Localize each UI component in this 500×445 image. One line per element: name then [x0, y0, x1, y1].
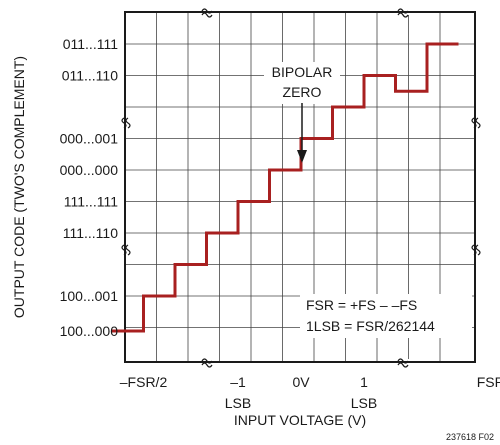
y-tick-label: 011...110	[62, 68, 119, 84]
y-tick-labels: 011...111 011...110 000...001 000...000 111.…	[60, 36, 119, 339]
bipolar-zero-line2: ZERO	[283, 84, 322, 100]
y-tick-label: 111...111	[64, 194, 118, 210]
x-tick-label: FSR/2 – 1LSB	[477, 374, 500, 390]
figure-code: 237618 F02	[446, 432, 494, 442]
plot-frame	[124, 11, 476, 363]
bipolar-zero-arrowhead	[297, 150, 307, 163]
fsr-note-line2: 1LSB = FSR/262144	[306, 318, 435, 334]
x-tick-label: 1	[360, 374, 368, 390]
y-tick-label: 011...111	[63, 36, 118, 52]
y-tick-label: 111...110	[63, 225, 118, 241]
x-axis-title: INPUT VOLTAGE (V)	[234, 412, 366, 428]
x-tick-label: –1	[230, 374, 246, 390]
series	[112, 42, 459, 333]
x-tick-label: –FSR/2	[120, 374, 168, 390]
fsr-note: FSR = +FS – –FS 1LSB = FSR/262144	[300, 294, 472, 338]
y-tick-label: 000...001	[60, 131, 119, 147]
y-tick-label: 000...000	[60, 162, 119, 178]
fsr-note-line1: FSR = +FS – –FS	[306, 297, 417, 313]
x-tick-sublabel: LSB	[351, 395, 377, 411]
y-axis-title: OUTPUT CODE (TWO'S COMPLEMENT)	[11, 56, 27, 318]
transfer-staircase-line	[112, 42, 459, 333]
y-tick-label: 100...000	[60, 323, 119, 339]
bipolar-zero-annotation: BIPOLAR ZERO	[264, 62, 340, 163]
x-tick-labels: –FSR/2 –1 LSB 0V 1 LSB FSR/2 – 1LSB	[120, 374, 500, 411]
x-tick-sublabel: LSB	[225, 395, 251, 411]
bipolar-zero-line1: BIPOLAR	[272, 64, 333, 80]
x-tick-label: 0V	[292, 374, 310, 390]
y-tick-label: 100...001	[60, 288, 119, 304]
